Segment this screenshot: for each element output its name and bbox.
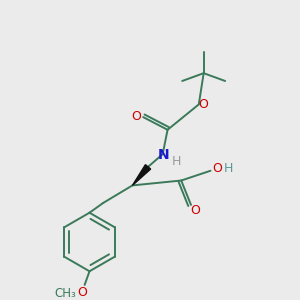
Text: O: O — [199, 98, 208, 111]
Text: O: O — [190, 204, 200, 217]
Text: N: N — [158, 148, 170, 162]
Text: O: O — [77, 286, 87, 299]
Text: CH₃: CH₃ — [54, 287, 76, 300]
Text: H: H — [224, 162, 233, 175]
Text: O: O — [131, 110, 141, 123]
Text: O: O — [212, 162, 222, 175]
Text: H: H — [172, 155, 181, 169]
Polygon shape — [132, 165, 151, 185]
